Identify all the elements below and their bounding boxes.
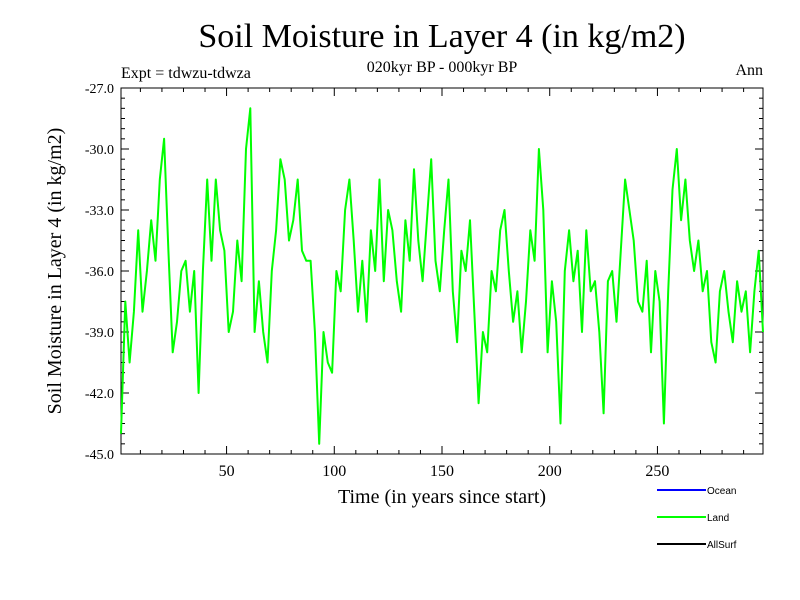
x-tick-label: 50 — [219, 463, 235, 480]
y-tick-label: -27.0 — [85, 82, 114, 97]
x-tick-label: 100 — [322, 463, 346, 480]
legend: Ocean Land AllSurf — [657, 486, 737, 551]
legend-label-allsurf: AllSurf — [707, 540, 737, 551]
y-axis-label: Soil Moisture in Layer 4 (in kg/m2) — [44, 128, 66, 415]
y-tick-label: -36.0 — [85, 265, 114, 280]
y-tick-label: -39.0 — [85, 326, 114, 341]
x-axis-label: Time (in years since start) — [338, 486, 546, 508]
series-line-land — [120, 107, 764, 445]
x-tick-label: 150 — [430, 463, 454, 480]
chart-title: Soil Moisture in Layer 4 (in kg/m2) — [198, 18, 685, 55]
expt-label: Expt = tdwzu-tdwza — [121, 65, 251, 82]
y-tick-label: -30.0 — [85, 143, 114, 158]
series-layer — [120, 107, 764, 445]
x-axis-ticks: 50 100 150 200 250 — [139, 88, 745, 480]
y-tick-label: -45.0 — [85, 448, 114, 463]
y-tick-label: -33.0 — [85, 204, 114, 219]
y-axis-ticks: -45.0 -42.0 -39.0 -36.0 -33.0 -30.0 -27.0 — [85, 82, 763, 463]
x-tick-label: 200 — [538, 463, 562, 480]
season-label: Ann — [735, 62, 763, 79]
legend-label-ocean: Ocean — [707, 486, 736, 497]
y-tick-label: -42.0 — [85, 387, 114, 402]
x-tick-label: 250 — [645, 463, 669, 480]
chart-subtitle: 020kyr BP - 000kyr BP — [367, 59, 518, 76]
legend-label-land: Land — [707, 513, 729, 524]
